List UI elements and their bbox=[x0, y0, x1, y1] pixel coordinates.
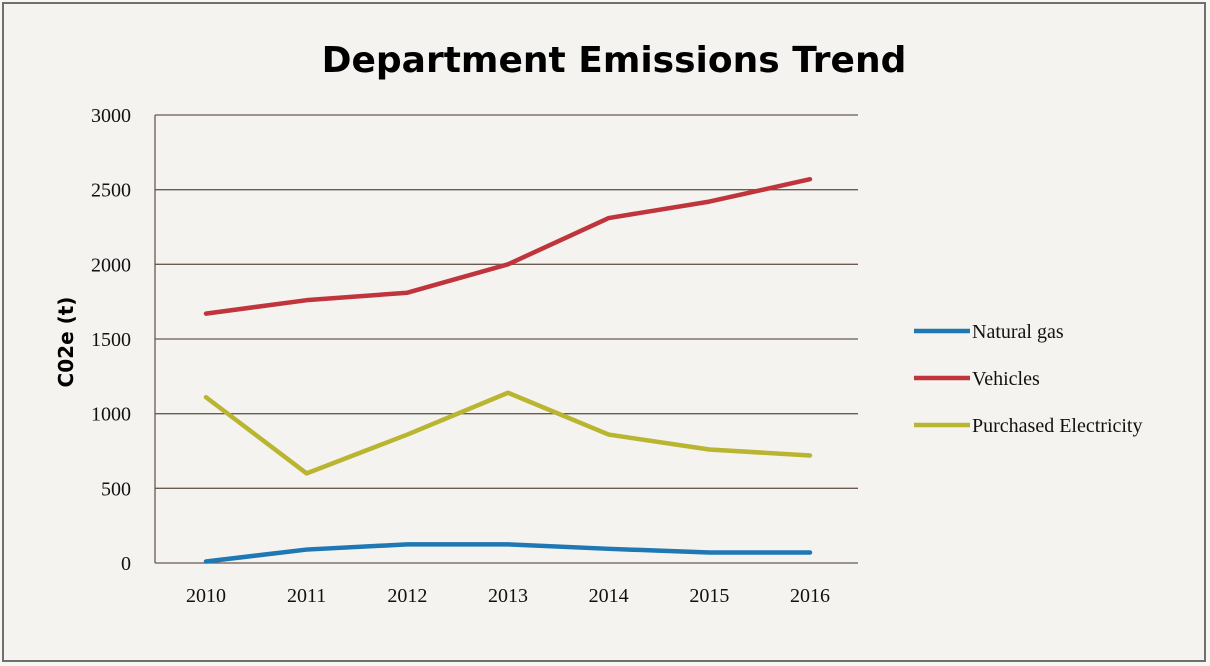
series-line-vehicles bbox=[203, 176, 813, 316]
series-lines bbox=[203, 176, 813, 564]
chart-title: Department Emissions Trend bbox=[322, 40, 907, 81]
legend-label-vehicles: Vehicles bbox=[972, 368, 1040, 390]
x-tick-label: 2013 bbox=[488, 585, 528, 607]
legend: Natural gas Vehicles Purchased Electricity bbox=[914, 321, 1143, 437]
y-tick-label: 2000 bbox=[91, 254, 131, 276]
x-tick-label: 2015 bbox=[689, 585, 729, 607]
series-line-purchased-electricity bbox=[203, 390, 813, 476]
grid-lines bbox=[155, 114, 858, 489]
y-tick-label: 3000 bbox=[91, 105, 131, 127]
y-tick-label: 500 bbox=[101, 478, 131, 500]
y-tick-labels: 0 500 1000 1500 2000 2500 3000 bbox=[91, 105, 131, 575]
series-line-natural-gas bbox=[203, 542, 813, 564]
y-axis-label: C02e (t) bbox=[54, 297, 78, 388]
y-tick-label: 1500 bbox=[91, 329, 131, 351]
x-tick-label: 2014 bbox=[589, 585, 629, 607]
x-tick-label: 2010 bbox=[186, 585, 226, 607]
legend-label-natural-gas: Natural gas bbox=[972, 321, 1064, 343]
x-tick-label: 2016 bbox=[790, 585, 830, 607]
x-tick-label: 2012 bbox=[387, 585, 427, 607]
y-tick-label: 2500 bbox=[91, 180, 131, 202]
axes bbox=[154, 115, 858, 564]
x-tick-labels: 2010 2011 2012 2013 2014 2015 2016 bbox=[186, 585, 830, 607]
x-tick-label: 2011 bbox=[287, 585, 326, 607]
legend-label-purchased-electricity: Purchased Electricity bbox=[972, 415, 1143, 437]
y-tick-label: 0 bbox=[121, 553, 131, 575]
y-tick-label: 1000 bbox=[91, 404, 131, 426]
